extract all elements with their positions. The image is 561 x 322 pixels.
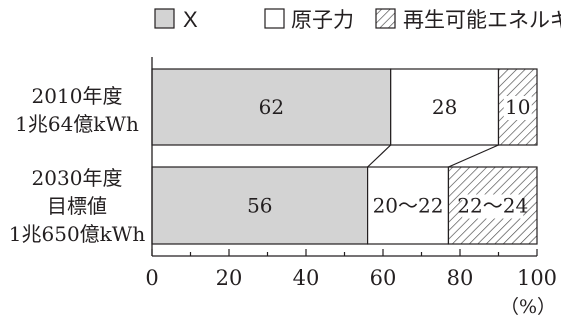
category-label-line: 目標値 [47,194,107,218]
x-axis: 0 20 40 60 80 100 （%） [145,57,557,318]
x-tick-label: 40 [293,266,320,290]
legend-swatch-3 [375,8,396,29]
data-label-backdrop [462,194,524,219]
data-label: 22〜24 [457,194,528,218]
bar-segment [151,166,369,245]
category-label-line: 2010年度 [32,84,123,108]
legend-swatch-1 [154,8,175,29]
bar-segment [151,68,392,146]
bar-segment [390,68,500,146]
x-unit-label: （%） [500,296,556,318]
legend-label-2: 原子力 [291,8,354,32]
data-label: 62 [259,95,284,119]
x-tick-label: 60 [370,266,397,290]
bar-segment [367,166,450,245]
data-label: 10 [505,95,530,119]
category-label-line: 1兆64億kWh [15,112,139,136]
category-label-line: 2030年度 [32,166,123,190]
connector-line [367,144,392,168]
x-tick-label: 20 [216,266,243,290]
x-tick-label: 100 [517,266,557,290]
bars: 62 28 10 56 20〜22 22〜24 [151,68,538,245]
data-label: 28 [432,95,457,119]
category-label-line: 1兆650億kWh [9,222,146,246]
data-label: 56 [247,194,272,218]
legend-label-3: 再生可能エネルギー [403,8,561,32]
x-tick-label: 0 [145,266,158,290]
data-label-backdrop [503,96,532,120]
connector-line [448,144,499,168]
legend: X 原子力 再生可能エネルギー [154,7,561,32]
data-label: 20〜22 [373,194,444,218]
x-tick-label: 80 [447,266,474,290]
legend-swatch-2 [264,8,285,29]
legend-label-1: X [183,7,198,32]
